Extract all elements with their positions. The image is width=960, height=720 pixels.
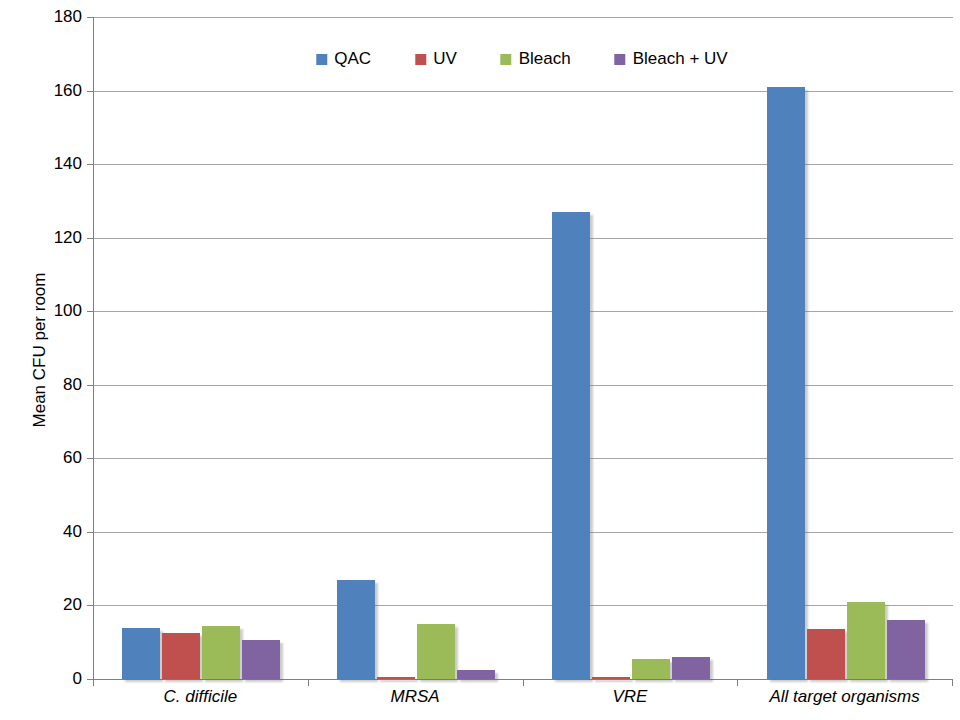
x-tick-mark bbox=[737, 680, 738, 686]
bar-bleach-uv-mrsa bbox=[457, 670, 495, 679]
plot-area bbox=[93, 17, 953, 680]
y-tick-label: 20 bbox=[22, 595, 82, 615]
bar-group-mrsa bbox=[309, 17, 524, 679]
bar-uv-c-difficile bbox=[162, 633, 200, 679]
bar-bleach-mrsa bbox=[417, 624, 455, 679]
bar-group-all-target-organisms bbox=[738, 17, 953, 679]
y-tick-mark bbox=[87, 164, 93, 165]
x-tick-mark bbox=[308, 680, 309, 686]
y-axis-title: Mean CFU per room bbox=[30, 250, 52, 450]
x-category-label-mrsa: MRSA bbox=[305, 687, 525, 707]
bar-qac-c-difficile bbox=[122, 628, 160, 679]
bar-uv-vre bbox=[592, 677, 630, 679]
y-tick-mark bbox=[87, 238, 93, 239]
y-tick-mark bbox=[87, 532, 93, 533]
y-tick-label: 160 bbox=[22, 81, 82, 101]
bar-bleach-all-target-organisms bbox=[847, 602, 885, 679]
y-tick-label: 140 bbox=[22, 154, 82, 174]
bar-group-vre bbox=[524, 17, 739, 679]
y-tick-label: 60 bbox=[22, 448, 82, 468]
bar-bleach-vre bbox=[632, 659, 670, 679]
y-tick-mark bbox=[87, 385, 93, 386]
bar-chart: Mean CFU per room QACUVBleachBleach + UV… bbox=[0, 0, 960, 720]
y-tick-label: 0 bbox=[22, 669, 82, 689]
y-tick-mark bbox=[87, 605, 93, 606]
bar-qac-all-target-organisms bbox=[767, 87, 805, 679]
bar-qac-mrsa bbox=[337, 580, 375, 679]
x-category-label-c-difficile: C. difficile bbox=[90, 687, 310, 707]
bar-uv-mrsa bbox=[377, 677, 415, 679]
y-tick-label: 120 bbox=[22, 228, 82, 248]
bar-uv-all-target-organisms bbox=[807, 629, 845, 679]
bar-bleach-c-difficile bbox=[202, 626, 240, 679]
x-tick-mark bbox=[93, 680, 94, 686]
y-tick-mark bbox=[87, 91, 93, 92]
x-category-label-all-target-organisms: All target organisms bbox=[735, 687, 955, 707]
y-tick-mark bbox=[87, 311, 93, 312]
bar-bleach-uv-all-target-organisms bbox=[887, 620, 925, 679]
y-tick-label: 80 bbox=[22, 375, 82, 395]
y-tick-mark bbox=[87, 17, 93, 18]
x-tick-mark bbox=[952, 680, 953, 686]
bar-group-c-difficile bbox=[94, 17, 309, 679]
y-tick-label: 180 bbox=[22, 7, 82, 27]
bar-qac-vre bbox=[552, 212, 590, 679]
y-tick-label: 40 bbox=[22, 522, 82, 542]
bar-bleach-uv-vre bbox=[672, 657, 710, 679]
y-tick-mark bbox=[87, 458, 93, 459]
y-tick-label: 100 bbox=[22, 301, 82, 321]
x-tick-mark bbox=[523, 680, 524, 686]
bar-bleach-uv-c-difficile bbox=[242, 640, 280, 679]
x-category-label-vre: VRE bbox=[520, 687, 740, 707]
